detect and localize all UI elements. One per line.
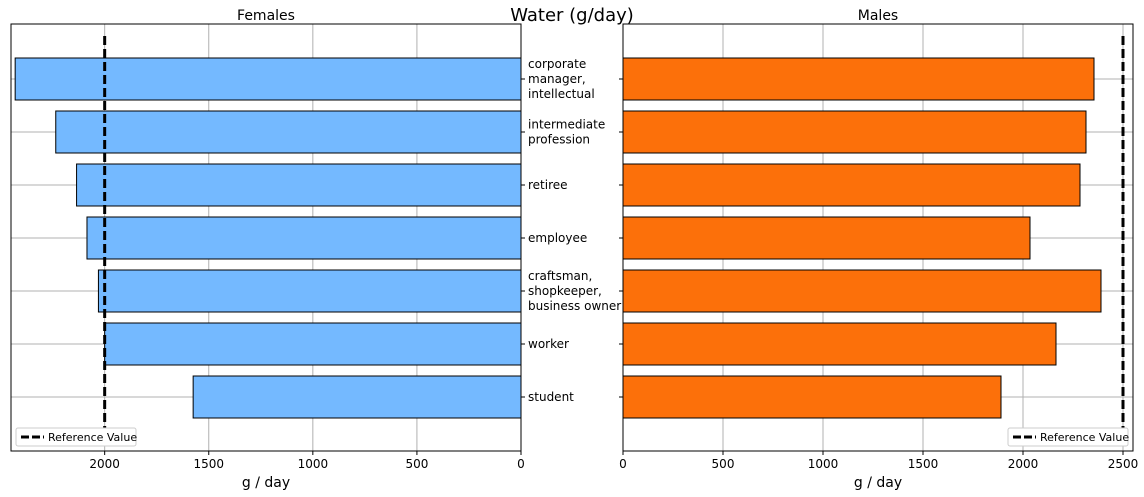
males-bar [622, 269, 1102, 313]
females-legend-box [15, 427, 137, 447]
category-label: employee [528, 231, 587, 245]
females-bar [76, 163, 522, 207]
females-legend-label: Reference Value [48, 431, 137, 444]
females-x-tick-label: 2000 [89, 457, 120, 471]
females-x-tick-label: 500 [405, 457, 428, 471]
males-legend: Reference Value [1007, 427, 1129, 447]
females-legend: Reference Value [15, 427, 137, 447]
males-panel-title: Males [858, 8, 898, 24]
females-x-tick-label: 0 [517, 457, 525, 471]
category-label: intermediate profession [528, 118, 605, 147]
females-x-tick-label: 1500 [193, 457, 224, 471]
females-panel: 0 500 1000 1500 2000 corporate manager, intelle… [10, 23, 621, 471]
males-legend-label: Reference Value [1040, 431, 1129, 444]
males-panel: 0 500 1000 1500 2000 2500 Reference Value [619, 23, 1139, 471]
females-bar [104, 322, 522, 366]
males-x-tick-label: 0 [619, 457, 627, 471]
males-x-tick-label: 2500 [1108, 457, 1139, 471]
category-label: retiree [528, 178, 568, 192]
males-bar [622, 163, 1081, 207]
males-x-tick-label: 2000 [1008, 457, 1039, 471]
females-x-tick-label: 1000 [298, 457, 329, 471]
males-x-axis-label: g / day [854, 475, 902, 491]
females-bar [55, 110, 522, 154]
females-bar [86, 216, 522, 260]
category-label: student [528, 390, 574, 404]
category-label: worker [528, 337, 569, 351]
category-label: corporate manager, intellectual [528, 57, 595, 101]
males-x-tick-label: 1500 [908, 457, 939, 471]
figure-title: Water (g/day) [510, 5, 634, 26]
males-x-tick-label: 500 [712, 457, 735, 471]
females-x-axis-label: g / day [242, 475, 290, 491]
males-bar [622, 57, 1095, 101]
males-bar [622, 110, 1087, 154]
females-bar [97, 269, 522, 313]
males-bar [622, 216, 1031, 260]
category-label: craftsman, shopkeeper, business owner [528, 269, 621, 313]
males-bar [622, 375, 1002, 419]
males-legend-box [1007, 427, 1129, 447]
females-panel-title: Females [237, 8, 295, 24]
males-bar [622, 322, 1057, 366]
females-bar [14, 57, 522, 101]
males-x-tick-label: 1000 [808, 457, 839, 471]
females-bar [192, 375, 522, 419]
